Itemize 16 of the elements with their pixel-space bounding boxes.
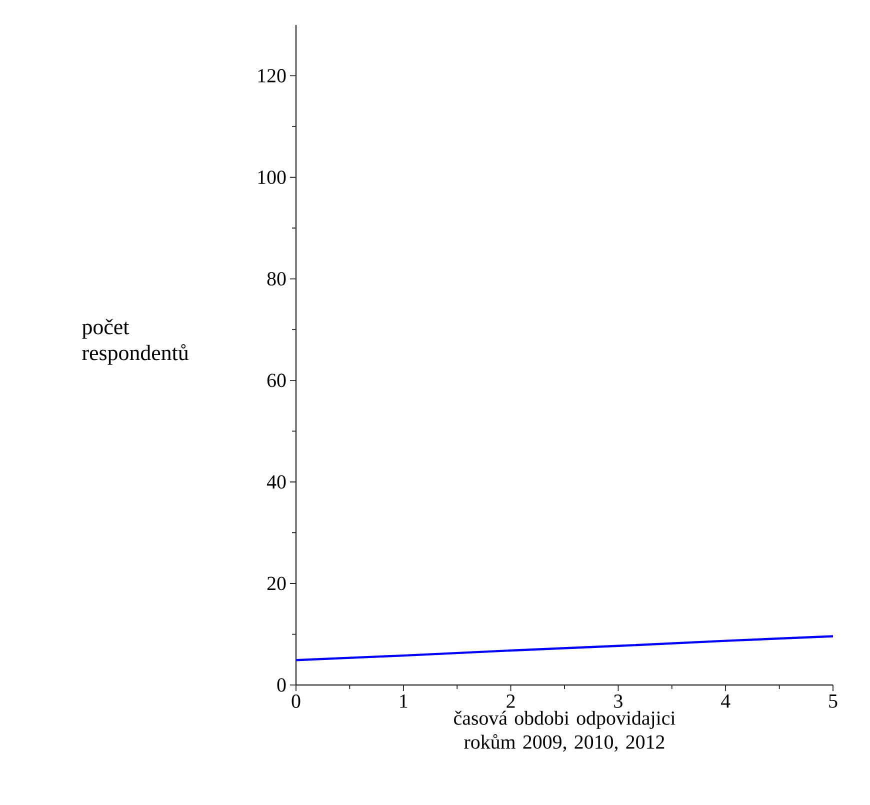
y-tick-label: 100 [258, 170, 286, 184]
y-axis-title: počet respondentů [82, 318, 189, 365]
y-tick-label: 80 [267, 272, 286, 286]
x-axis-title: časová obdobi odpovidajici rokům 2009, 2010, 2012 [454, 710, 676, 752]
x-tick-label: 2 [506, 694, 515, 708]
y-tick-label: 0 [277, 678, 286, 692]
line-series [296, 635, 834, 662]
x-tick-label: 5 [829, 694, 838, 708]
x-tick-label: 3 [614, 694, 622, 708]
y-tick-label: 120 [258, 69, 286, 82]
y-tick-label: 60 [267, 374, 286, 388]
y-tick-label: 40 [266, 475, 286, 489]
y-tick-label: 20 [267, 576, 286, 590]
x-tick-label: 1 [400, 694, 408, 708]
x-tick-label: 4 [721, 694, 730, 708]
x-tick-label: 0 [292, 694, 300, 708]
